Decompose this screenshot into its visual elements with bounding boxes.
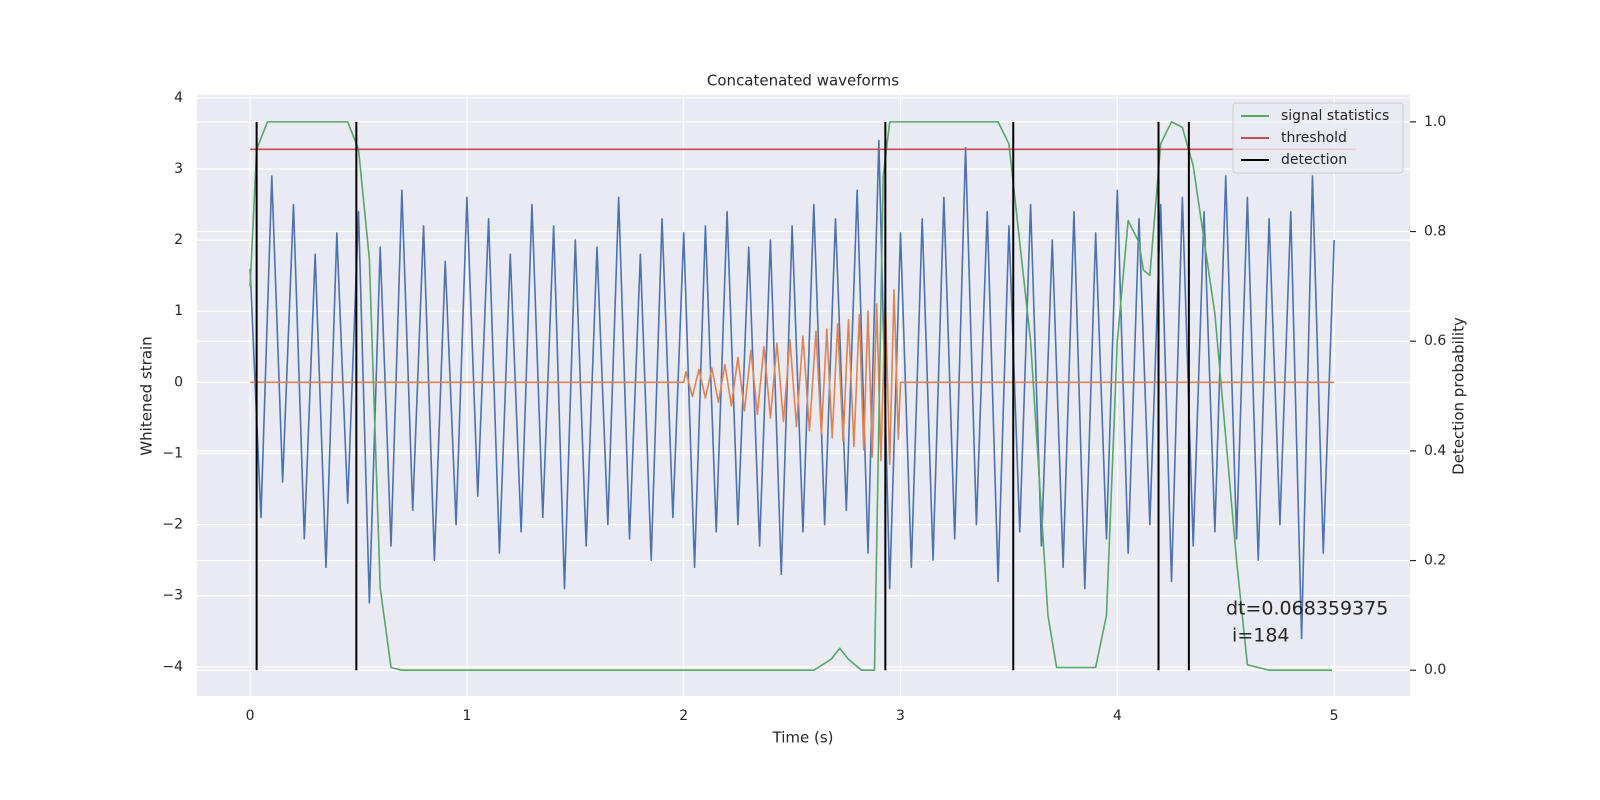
annotation: dt=0.068359375 bbox=[1226, 598, 1388, 620]
x-tick-label: 4 bbox=[1113, 708, 1122, 724]
y-axis-label: Whitened strain bbox=[138, 336, 156, 455]
y-tick-label: 3 bbox=[174, 161, 183, 177]
y-tick-label: −4 bbox=[162, 659, 183, 675]
y-tick-label: 4 bbox=[174, 90, 183, 106]
annotation: i=184 bbox=[1226, 625, 1290, 647]
y-tick-label: 0 bbox=[174, 374, 183, 390]
x-axis-label: Time (s) bbox=[772, 729, 834, 747]
y-tick-label: 1 bbox=[174, 303, 183, 319]
y2-axis-label: Detection probability bbox=[1450, 317, 1468, 475]
chart-title: Concatenated waveforms bbox=[707, 72, 899, 90]
legend-label: threshold bbox=[1281, 130, 1347, 146]
y2-tick-label: 0.6 bbox=[1424, 333, 1446, 349]
legend-label: signal statistics bbox=[1281, 108, 1389, 124]
x-tick-label: 3 bbox=[896, 708, 905, 724]
y2-tick-label: 0.8 bbox=[1424, 224, 1446, 240]
y-tick-label: −2 bbox=[162, 517, 183, 533]
legend-box bbox=[1232, 102, 1404, 174]
marks bbox=[249, 121, 1356, 672]
series-line bbox=[250, 289, 1335, 465]
x-tick-label: 1 bbox=[462, 708, 471, 724]
x-tick-label: 5 bbox=[1330, 708, 1339, 724]
legend-label: detection bbox=[1281, 152, 1347, 168]
y2-tick-label: 1.0 bbox=[1424, 114, 1446, 130]
series-line bbox=[249, 121, 1332, 672]
y-tick-label: −1 bbox=[162, 445, 183, 461]
x-tick-label: 0 bbox=[246, 708, 255, 724]
y2-tick-label: 0.2 bbox=[1424, 553, 1446, 569]
x-tick-label: 2 bbox=[679, 708, 688, 724]
y-tick-label: 2 bbox=[174, 232, 183, 248]
y-tick-label: −3 bbox=[162, 588, 183, 604]
y2-tick-label: 0.4 bbox=[1424, 443, 1446, 459]
y2-tick-label: 0.0 bbox=[1424, 662, 1446, 678]
series-line bbox=[249, 139, 1335, 640]
